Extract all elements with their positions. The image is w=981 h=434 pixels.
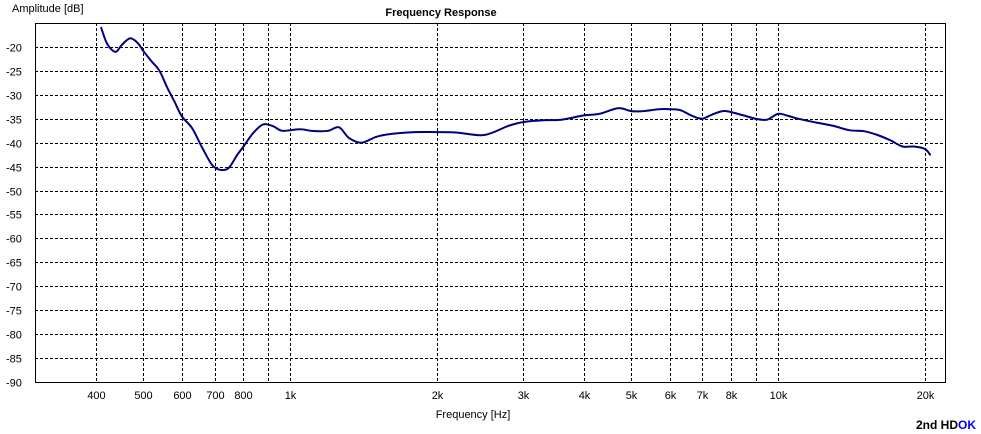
y-tick-label: -35 (6, 115, 22, 127)
y-tick-label: -70 (6, 282, 22, 294)
x-axis-title: Frequency [Hz] (436, 409, 511, 421)
grid-lines (35, 23, 945, 382)
y-tick-label: -90 (6, 378, 22, 390)
y-tick-label: -20 (6, 43, 22, 55)
x-tick-labels: 400 500 600 700 800 1k 2k 3k 4k 5k 6k 7k 8k 10k 20k (87, 390, 935, 402)
x-tick-label: 6k (665, 390, 677, 402)
x-tick-label: 3k (518, 390, 530, 402)
chart-title: Frequency Response (385, 7, 496, 19)
x-tick-label: 4k (579, 390, 591, 402)
series-layer (100, 26, 931, 172)
x-tick-label: 8k (726, 390, 738, 402)
y-tick-label: -40 (6, 139, 22, 151)
y-tick-label: -85 (6, 354, 22, 366)
y-tick-label: -60 (6, 234, 22, 246)
y-tick-label: -75 (6, 306, 22, 318)
y-tick-label: -80 (6, 330, 22, 342)
x-tick-label: 1k (285, 390, 297, 402)
y-tick-label: -65 (6, 258, 22, 270)
series-line-0 (100, 26, 931, 172)
status-indicator: 2nd HDOK (916, 418, 976, 432)
y-tick-label: -30 (6, 91, 22, 103)
x-tick-label: 500 (134, 390, 152, 402)
status-prefix: 2nd HD (916, 418, 958, 432)
y-tick-label: -55 (6, 210, 22, 222)
y-tick-labels: -20 -25 -30 -35 -40 -45 -50 -55 -60 -65 -70 -75 -80 -… (6, 43, 22, 390)
x-tick-label: 10k (770, 390, 788, 402)
x-tick-label: 700 (206, 390, 224, 402)
x-tick-label: 600 (173, 390, 191, 402)
status-ok: OK (958, 418, 976, 432)
x-tick-label: 5k (626, 390, 638, 402)
x-tick-label: 400 (87, 390, 105, 402)
y-tick-label: -25 (6, 67, 22, 79)
x-tick-label: 7k (697, 390, 709, 402)
y-tick-label: -45 (6, 163, 22, 175)
y-axis-title: Amplitude [dB] (12, 3, 84, 15)
x-tick-label: 800 (234, 390, 252, 402)
y-tick-label: -50 (6, 187, 22, 199)
x-tick-label: 2k (432, 390, 444, 402)
x-tick-label: 20k (917, 390, 935, 402)
plot-frame (35, 23, 946, 383)
